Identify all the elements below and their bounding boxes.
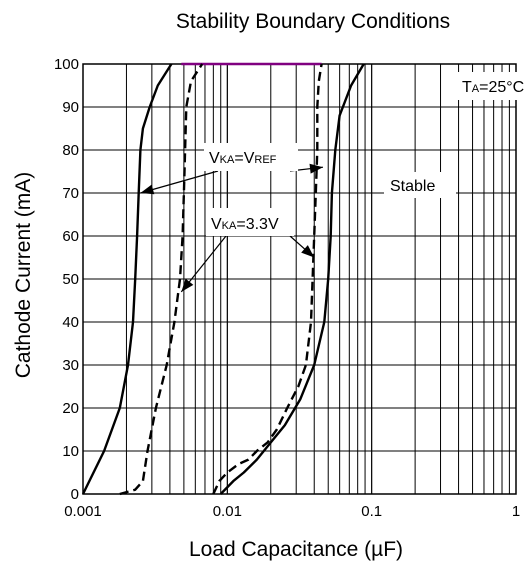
arrow-head [309,163,323,174]
y-tick-label: 30 [62,357,79,374]
series-line-vka-vref [81,63,173,495]
condition-label-bg [455,72,520,100]
arrow-head [140,184,155,195]
x-tick-labels: 0.001 0.01 0.1 1 [64,503,520,520]
v33-label: VKA=3.3V [211,216,279,233]
v33-label-bg [206,208,294,236]
condition-label: TA=25°C [462,79,524,96]
chart-title: Stability Boundary Conditions [176,10,450,33]
series-lines [81,62,365,496]
series-line-vka-vref [219,63,365,495]
y-tick-label: 70 [62,185,79,202]
y-tick-label: 20 [62,400,79,417]
y-tick-label: 10 [62,443,79,460]
y-tick-label: 40 [62,314,79,331]
vref-label: VKA=VREF [209,150,277,167]
x-tick-label: 1 [512,503,520,520]
series-line-vka-3v3 [212,63,323,495]
arrow-head [301,245,315,258]
x-axis-label: Load Capacitance (µF) [189,538,403,561]
y-tick-label: 60 [62,228,79,245]
arrow-line [140,170,219,194]
grid [82,63,517,495]
x-tick-label: 0.001 [64,503,102,520]
x-tick-label: 0.01 [213,503,242,520]
y-tick-labels: 0 10 20 30 40 50 60 70 80 90 100 [54,56,79,503]
y-axis-label: Cathode Current (mA) [12,172,35,379]
y-tick-label: 100 [54,56,79,73]
series-line-vka-3v3 [119,63,204,496]
x-tick-label: 0.1 [361,503,382,520]
stable-label: Stable [390,178,435,195]
y-tick-label: 90 [62,99,79,116]
arrow-head [181,278,194,292]
y-tick-label: 0 [71,486,79,503]
vref-label-bg [204,143,298,171]
y-tick-label: 50 [62,271,79,288]
y-tick-label: 80 [62,142,79,159]
stable-label-bg [384,172,456,198]
